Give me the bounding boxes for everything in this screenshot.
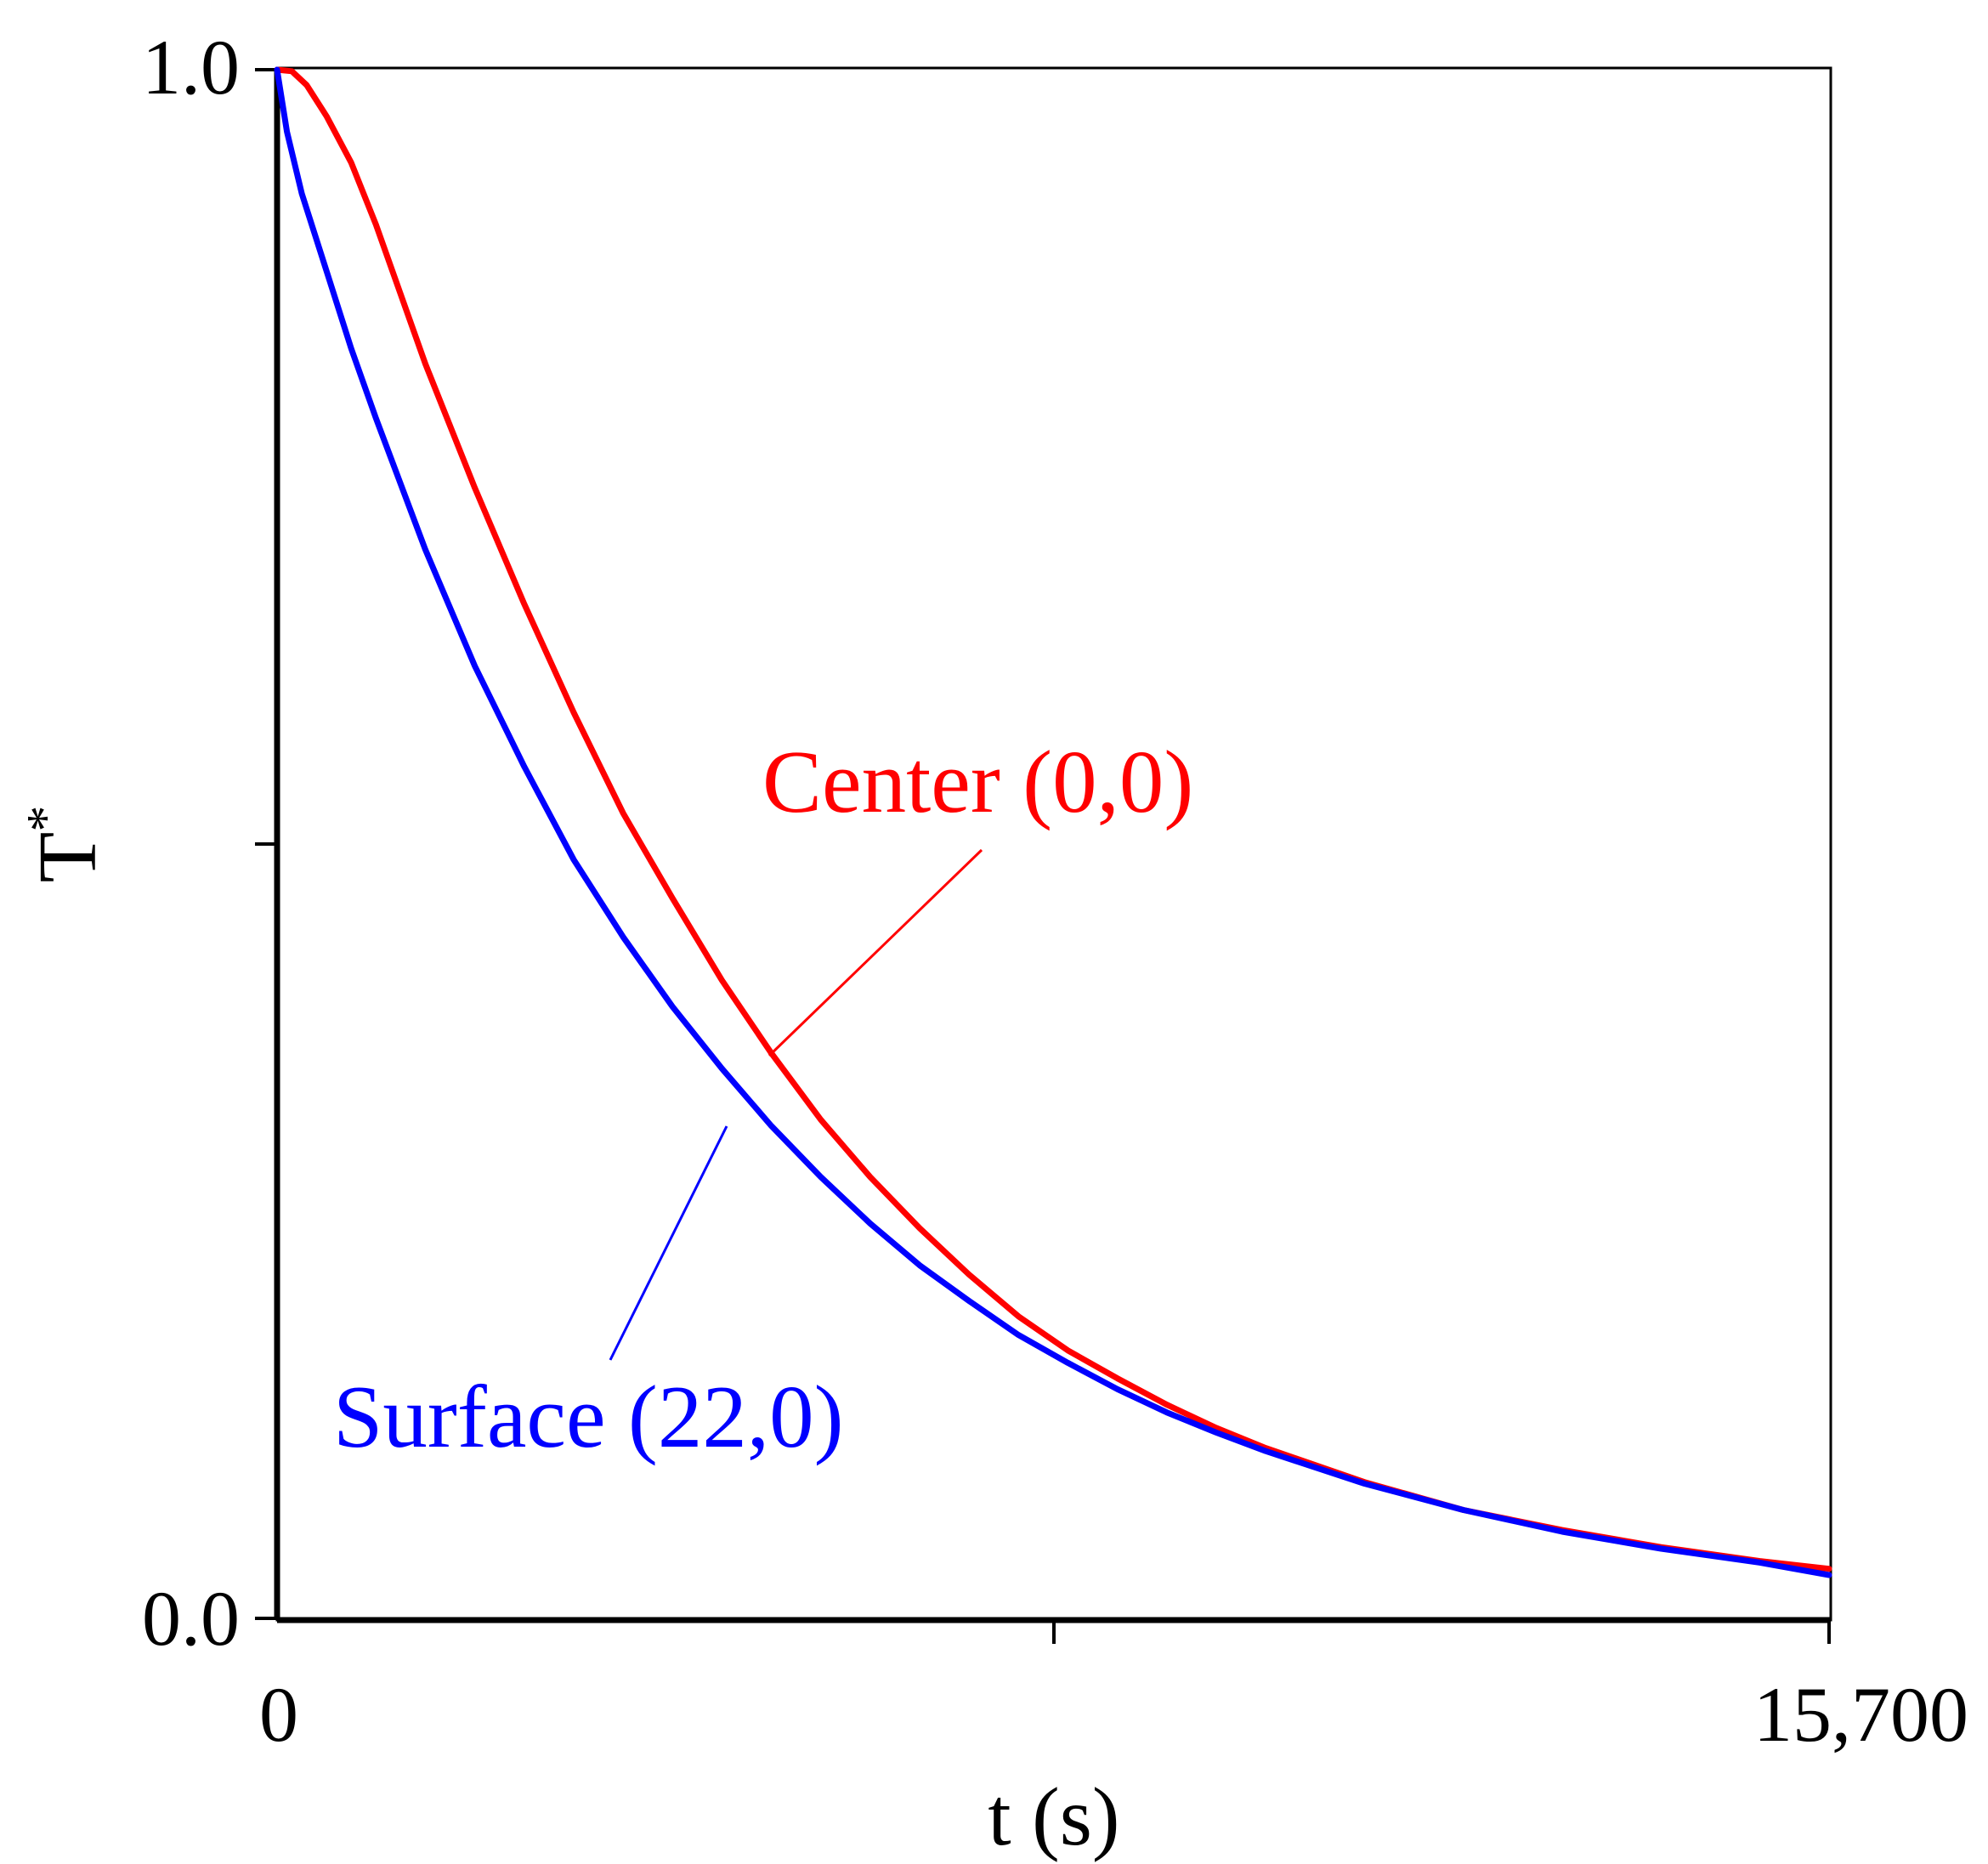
series-line-surface [274,66,1832,1578]
y-tick-label-bottom: 0.0 [142,1575,240,1662]
annotation-center: Center (0,0) [762,732,1193,831]
svg-text:T*: T* [17,806,114,883]
y-axis-label-superscript: * [17,806,75,832]
x-axis-label: t (s) [988,1771,1119,1863]
x-tick-label-left: 0 [259,1671,298,1758]
annotation-leader-center [767,848,983,1057]
y-tick-label-top: 1.0 [142,24,240,110]
annotation-leader-surface [609,1125,728,1361]
y-axis-label: T* [17,806,114,883]
x-tick-label-right: 15,700 [1753,1671,1968,1758]
y-axis-label-main: T [22,832,114,883]
annotation-surface: Surface (22,0) [333,1367,844,1466]
